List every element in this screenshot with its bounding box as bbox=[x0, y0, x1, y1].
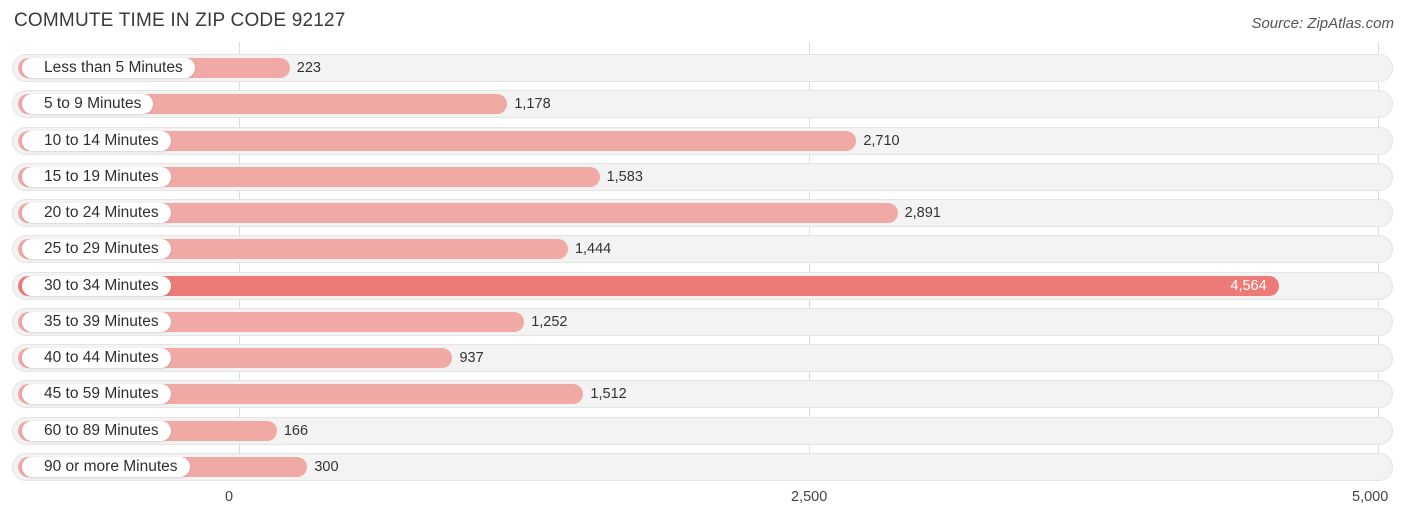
value-label: 300 bbox=[314, 458, 339, 475]
category-label: 35 to 39 Minutes bbox=[22, 311, 171, 332]
value-label: 223 bbox=[296, 60, 321, 76]
category-label: 15 to 19 Minutes bbox=[22, 166, 171, 187]
bar bbox=[18, 275, 1279, 296]
chart-title: COMMUTE TIME IN ZIP CODE 92127 bbox=[14, 10, 346, 31]
category-label: 25 to 29 Minutes bbox=[22, 239, 171, 260]
x-tick-label: 0 bbox=[225, 489, 234, 505]
value-label: 1,178 bbox=[514, 96, 551, 113]
chart-source: Source: ZipAtlas.com bbox=[1251, 15, 1394, 32]
x-tick-label: 5,000 bbox=[1352, 489, 1389, 505]
value-label: 1,583 bbox=[606, 168, 643, 185]
category-label: 30 to 34 Minutes bbox=[22, 275, 171, 296]
value-label: 1,444 bbox=[574, 241, 612, 258]
value-label: 937 bbox=[459, 350, 484, 366]
category-label: 40 to 44 Minutes bbox=[22, 348, 171, 368]
value-label: 2,710 bbox=[863, 132, 900, 149]
value-label: 166 bbox=[283, 422, 309, 439]
category-label: 20 to 24 Minutes bbox=[22, 203, 171, 223]
category-label: 5 to 9 Minutes bbox=[22, 94, 154, 115]
value-label: 1,252 bbox=[531, 313, 568, 330]
value-label: 4,564 bbox=[1230, 277, 1267, 294]
bar bbox=[18, 203, 898, 223]
category-label: Less than 5 Minutes bbox=[22, 58, 195, 78]
value-label: 1,512 bbox=[590, 386, 627, 403]
category-label: 45 to 59 Minutes bbox=[22, 384, 171, 405]
category-label: 10 to 14 Minutes bbox=[22, 130, 171, 151]
bar bbox=[18, 130, 857, 151]
x-tick-label: 2,500 bbox=[791, 489, 828, 505]
category-label: 60 to 89 Minutes bbox=[22, 420, 171, 441]
value-label: 2,891 bbox=[904, 205, 941, 221]
category-label: 90 or more Minutes bbox=[22, 456, 190, 477]
